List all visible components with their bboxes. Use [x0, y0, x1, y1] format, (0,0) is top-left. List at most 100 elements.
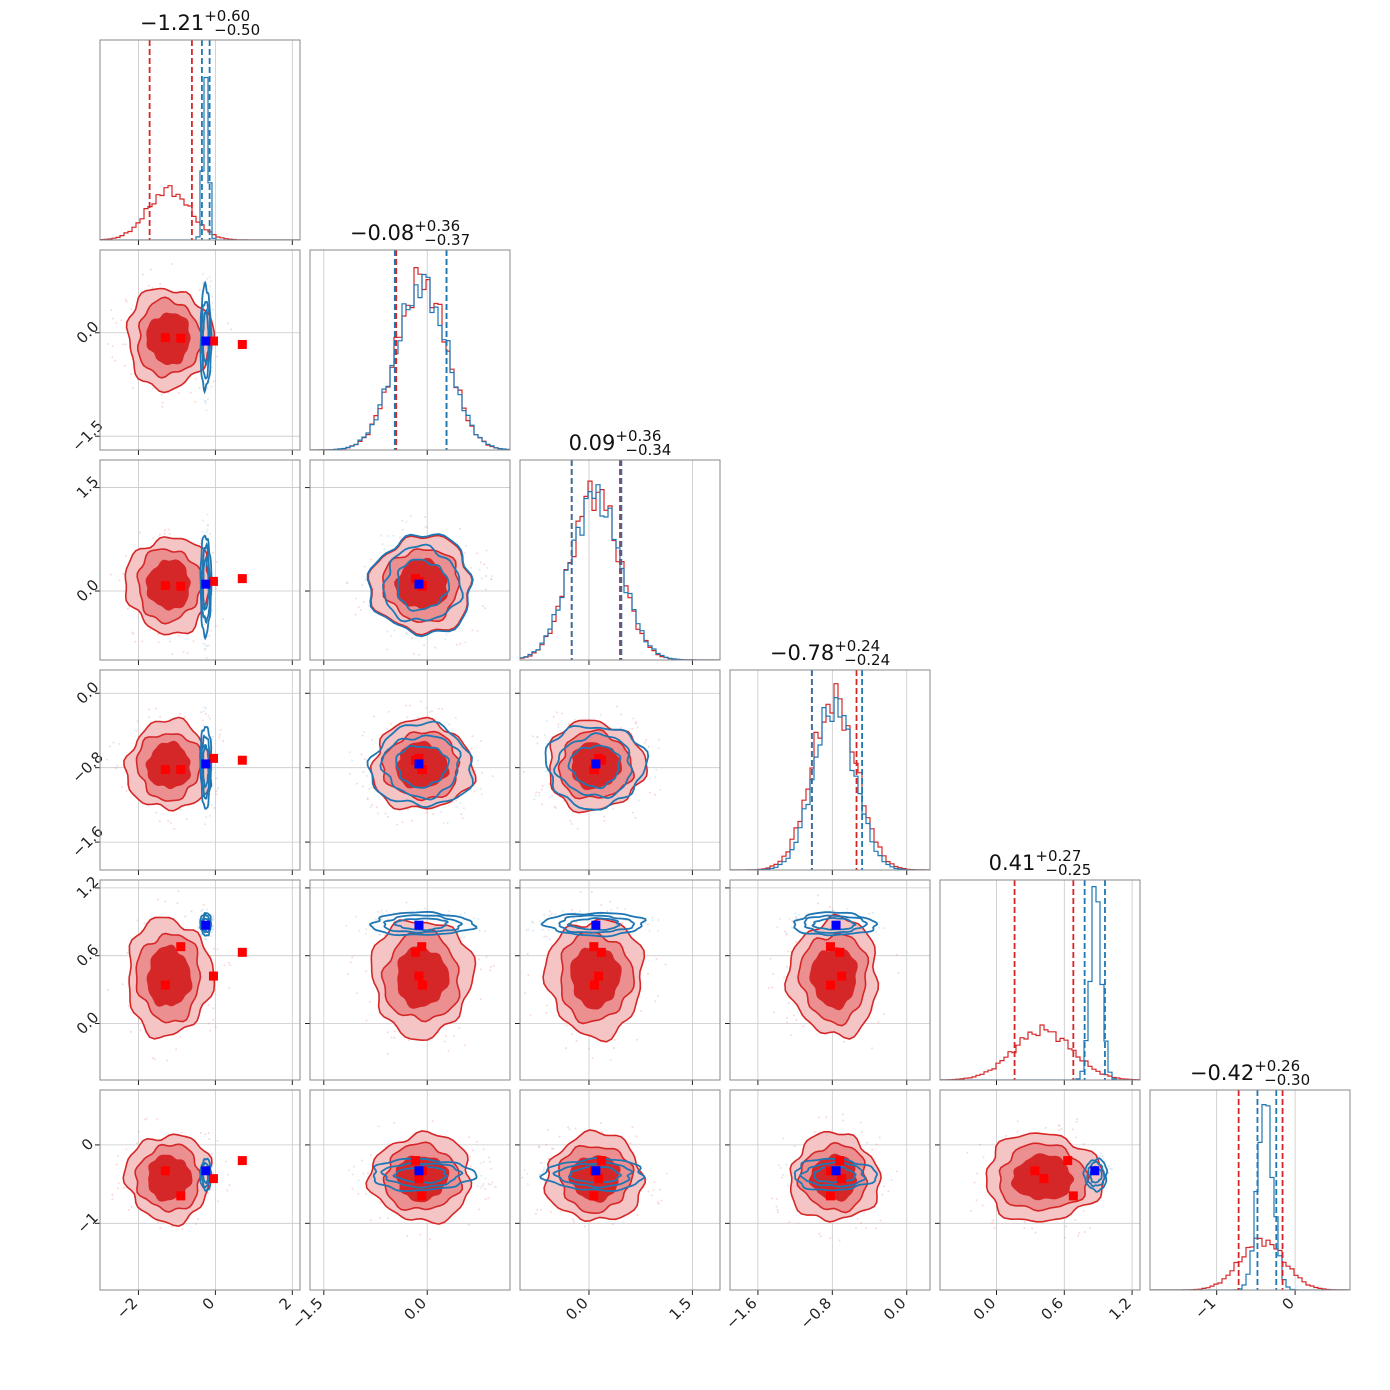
sample-point: [185, 818, 188, 821]
sample-point: [200, 711, 203, 714]
sample-point: [871, 1047, 874, 1050]
truth-marker: [201, 336, 211, 346]
sample-point: [209, 280, 212, 283]
sample-point: [406, 633, 409, 636]
sample-point: [209, 285, 212, 288]
sample-point: [204, 937, 207, 940]
blue-contour-outer: [199, 1157, 213, 1193]
sample-point: [650, 1194, 653, 1197]
sample-point: [365, 1193, 368, 1196]
blue-contour-mid: [382, 543, 464, 623]
sample-point: [787, 950, 790, 953]
sample-point: [655, 958, 658, 961]
sample-point: [386, 727, 389, 730]
sample-point: [1083, 1230, 1086, 1233]
sample-point: [555, 711, 558, 714]
sample-point: [854, 1227, 857, 1230]
sample-point: [776, 1208, 779, 1211]
truth-marker: [201, 579, 211, 589]
sample-point: [817, 1116, 820, 1119]
sample-point: [180, 1131, 183, 1134]
sample-point: [120, 319, 123, 322]
sample-point: [351, 956, 354, 959]
panel-frame: [99, 249, 301, 451]
sample-point: [212, 947, 215, 950]
sample-point: [160, 393, 163, 396]
panel-title: −0.42+0.26 −0.30: [1190, 1057, 1310, 1089]
sample-point: [992, 1219, 995, 1222]
sample-point: [206, 528, 209, 531]
truth-marker: [835, 947, 845, 957]
sample-point: [218, 736, 221, 739]
sample-point: [207, 1003, 210, 1006]
sample-point: [887, 1190, 890, 1193]
sample-point: [216, 1200, 219, 1203]
sample-point: [226, 1189, 229, 1192]
panel-frame: [729, 669, 931, 871]
sample-point: [416, 716, 419, 719]
sample-point: [132, 632, 135, 635]
sample-point: [207, 644, 210, 647]
sample-point: [393, 1036, 396, 1039]
sample-point: [647, 745, 650, 748]
sample-point: [866, 1141, 869, 1144]
sample-point: [788, 917, 791, 920]
contour-panel-3-4: [725, 879, 931, 1085]
sample-point: [1082, 1143, 1085, 1146]
sample-point: [219, 728, 222, 731]
sample-point: [471, 628, 474, 631]
sample-point: [552, 715, 555, 718]
truth-marker: [1090, 1166, 1100, 1176]
sample-point: [387, 815, 390, 818]
sample-point: [425, 811, 428, 814]
truth-marker: [825, 1191, 835, 1201]
sample-point: [208, 1137, 211, 1140]
sample-point: [794, 912, 797, 915]
panel-frame: [519, 459, 721, 661]
sample-point: [111, 1198, 114, 1201]
sample-point: [157, 633, 160, 636]
sample-point: [783, 930, 786, 933]
sample-point: [490, 578, 493, 581]
sample-point: [460, 813, 463, 816]
sample-point: [156, 1221, 159, 1224]
sample-point: [109, 573, 112, 576]
panel-frame: [729, 879, 931, 1081]
sample-point: [157, 641, 160, 644]
sample-point: [463, 807, 466, 810]
sample-point: [1099, 1152, 1102, 1155]
sample-point: [657, 919, 660, 922]
blue-contour-inner: [395, 744, 450, 789]
x-tick-label: 0.0: [970, 1294, 1000, 1324]
histogram-line: [730, 683, 930, 870]
sample-point: [544, 770, 547, 773]
sample-point: [122, 573, 125, 576]
sample-point: [199, 1132, 202, 1135]
sample-point: [631, 811, 634, 814]
truth-marker: [160, 333, 170, 343]
contour-panel-2-3: [515, 669, 721, 875]
sample-point: [475, 1140, 478, 1143]
sample-point: [1034, 1231, 1037, 1234]
sample-point: [767, 987, 770, 990]
sample-point: [565, 1024, 568, 1027]
sample-point: [471, 735, 474, 738]
x-tick-label: −0.8: [797, 1294, 835, 1332]
sample-point: [205, 409, 208, 412]
sample-point: [364, 932, 367, 935]
panel-frame: [99, 39, 301, 241]
sample-point: [205, 707, 208, 710]
blue-contour-outer: [199, 725, 213, 810]
sample-point: [207, 398, 210, 401]
sample-point: [385, 909, 388, 912]
sample-point: [793, 1145, 796, 1148]
sample-point: [494, 1185, 497, 1188]
sample-point: [230, 328, 233, 331]
sample-point: [202, 710, 205, 713]
sample-point: [654, 776, 657, 779]
panel-frame: [729, 1089, 931, 1291]
contour-panel-4-5: 0.0 0.6 1.2: [935, 1089, 1141, 1324]
sample-point: [441, 707, 444, 710]
sample-point: [201, 530, 204, 533]
sample-point: [208, 717, 211, 720]
